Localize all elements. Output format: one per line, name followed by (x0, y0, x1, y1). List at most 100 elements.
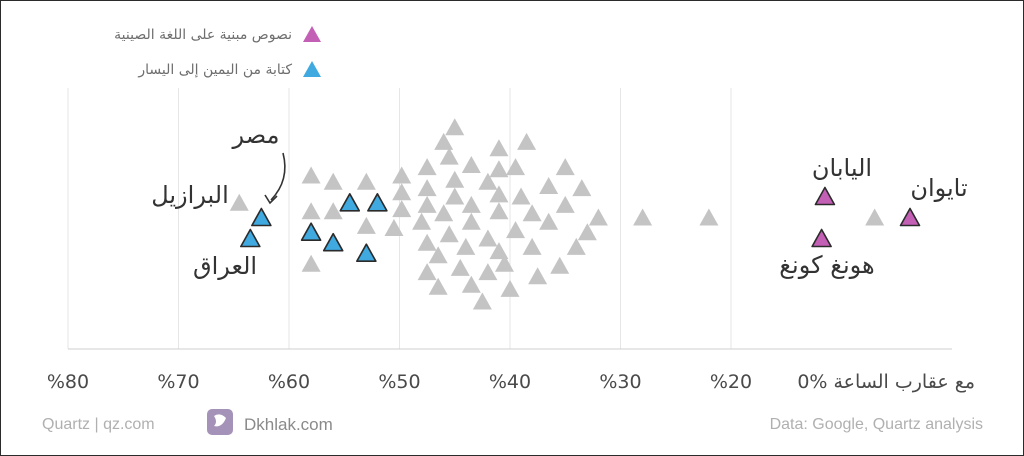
legend-label-chinese: نصوص مبنية على اللغة الصينية (114, 27, 292, 43)
point-other-script (445, 170, 465, 188)
annotation-iraq: العراق (193, 252, 257, 280)
point-other-script (384, 219, 404, 236)
grid-lines (67, 88, 732, 349)
point-other-script (489, 185, 509, 203)
x-tick-label: %80 (47, 371, 89, 393)
point-other-script (550, 256, 570, 274)
point-other-script (461, 212, 481, 230)
point-other-script (417, 233, 437, 251)
point-other-script (566, 237, 586, 255)
point-other-script (478, 263, 498, 281)
annotation-hong-kong: هونغ كونغ (779, 251, 874, 279)
point-other-script (506, 158, 526, 176)
point-other-script (478, 229, 498, 247)
legend-label-rtl: كتابة من اليمين إلى اليسار (137, 62, 292, 78)
point-other-script (417, 195, 437, 213)
point-other-script (434, 132, 454, 150)
x-tick-label: %20 (710, 371, 752, 393)
annotation-taiwan: تايوان (910, 174, 967, 202)
point-other-script (500, 279, 520, 297)
footer-source-left: Quartz | qz.com (42, 416, 155, 433)
point-other-script (412, 212, 432, 230)
point-other-script (445, 187, 465, 205)
point-other-script (522, 237, 542, 255)
annotation-egypt: مصر (232, 121, 280, 149)
point-other-script (445, 118, 465, 136)
point-other-script (439, 147, 459, 165)
point-other-script (528, 267, 548, 285)
annotation-japan: اليابان (812, 154, 872, 182)
point-chinese-script (899, 207, 921, 227)
point-other-script (461, 195, 481, 213)
point-other-script (522, 204, 542, 222)
point-other-script (323, 202, 343, 220)
point-other-script (517, 132, 537, 150)
point-other-script (539, 212, 559, 230)
point-other-script (489, 202, 509, 220)
annotation-arrow (270, 152, 286, 201)
point-rtl-script (251, 207, 272, 227)
point-other-script (489, 139, 509, 157)
footer-logo-text: Dkhlak.com (244, 415, 333, 434)
point-rtl-script (367, 193, 388, 212)
point-other-script (461, 275, 481, 293)
point-other-script (392, 183, 412, 201)
point-other-script (489, 160, 509, 178)
point-other-script (539, 177, 559, 194)
point-chinese-script (811, 228, 832, 248)
point-other-script (229, 193, 249, 211)
legend-swatch-rtl (303, 61, 321, 77)
footer-source-right: Data: Google, Quartz analysis (770, 416, 983, 433)
point-other-script (428, 277, 448, 295)
x-tick-label: 0% مع عقارب الساعة (797, 371, 975, 393)
x-tick-label: %50 (378, 371, 420, 393)
point-other-script (450, 258, 470, 276)
point-other-script (323, 172, 343, 190)
point-other-script (301, 202, 321, 220)
point-rtl-script (339, 193, 361, 212)
logo-leaf-icon (214, 414, 226, 427)
point-other-script (699, 208, 719, 226)
point-other-script (356, 216, 376, 234)
point-other-script (511, 187, 531, 205)
point-rtl-script (322, 232, 344, 252)
point-other-script (555, 158, 575, 176)
point-other-script (506, 221, 526, 239)
point-other-script (472, 292, 492, 310)
x-tick-labels: 0% مع عقارب الساعة %20 %30 %40 %50 %60 %70 %80 (47, 371, 975, 393)
point-other-script (417, 179, 437, 197)
point-other-script (577, 223, 597, 241)
x-tick-label: %40 (489, 371, 531, 393)
point-other-script (434, 204, 454, 222)
point-other-script (588, 208, 608, 226)
point-chinese-script (814, 186, 836, 206)
point-other-script (417, 263, 437, 281)
point-other-script (392, 200, 412, 218)
point-other-script (301, 254, 321, 272)
point-other-script (461, 156, 481, 173)
point-other-script (478, 172, 498, 190)
x-tick-label: %60 (268, 371, 310, 393)
point-other-script (301, 166, 321, 184)
x-tick-label: %70 (157, 371, 199, 393)
point-other-script (489, 242, 509, 260)
point-other-script (494, 254, 514, 272)
point-rtl-script (356, 243, 377, 263)
annotation-brazil: البرازيل (151, 181, 229, 209)
point-other-script (865, 208, 885, 226)
legend-swatch-chinese (303, 26, 321, 42)
point-other-script (356, 172, 376, 190)
point-other-script (456, 237, 476, 255)
point-rtl-script (300, 222, 322, 241)
point-other-script (572, 179, 592, 197)
x-tick-label: %30 (599, 371, 641, 393)
annotation-arrow-head (264, 194, 278, 205)
point-other-script (417, 158, 437, 176)
point-other-script (439, 225, 459, 243)
point-other-script (392, 166, 412, 184)
data-points (229, 118, 921, 310)
legend: نصوص مبنية على اللغة الصينية كتابة من ال… (114, 26, 321, 78)
point-other-script (633, 208, 653, 226)
point-rtl-script (240, 228, 261, 248)
